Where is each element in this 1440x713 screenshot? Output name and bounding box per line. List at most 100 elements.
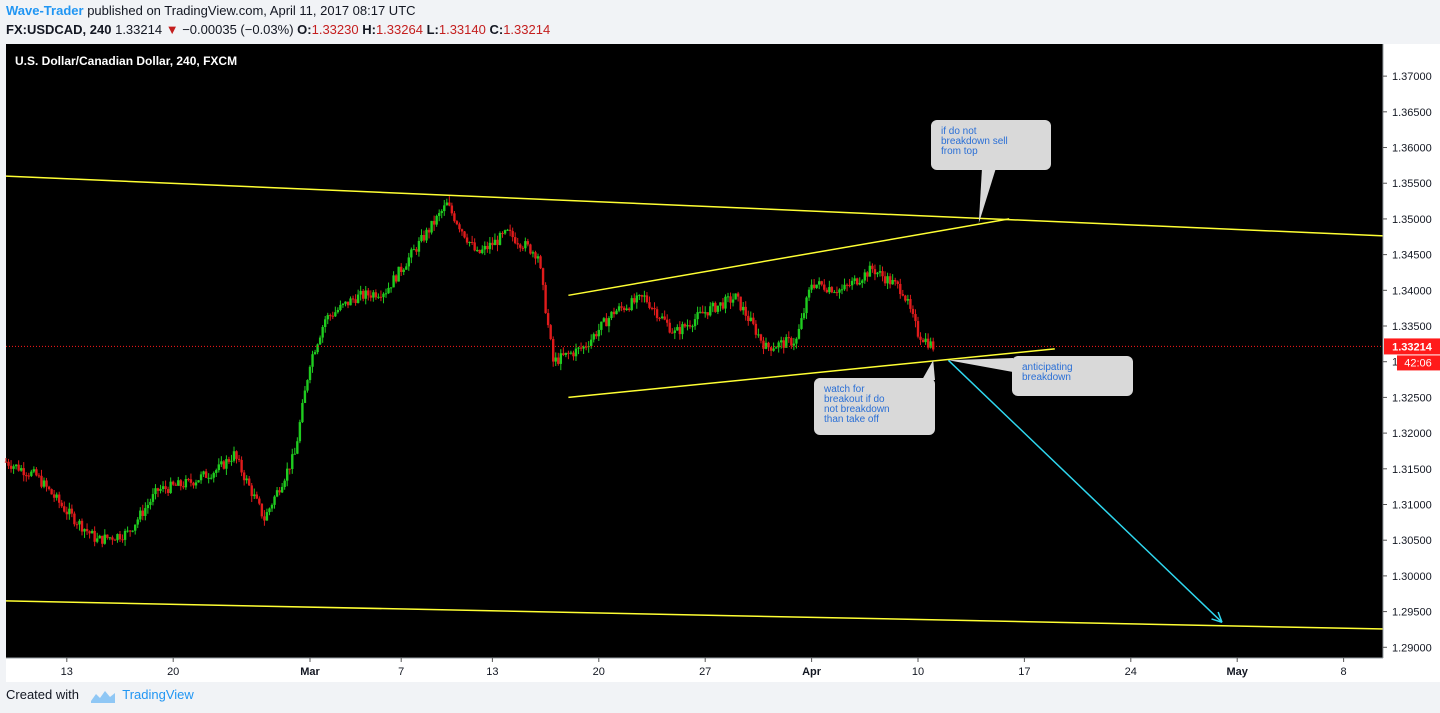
candle-body [688,325,692,327]
symbol-label[interactable]: FX:USDCAD, 240 [6,22,112,37]
candle-body [331,315,334,317]
candle-body [275,490,279,497]
candle-body [772,348,775,351]
candle-body [377,296,380,298]
candle-body [524,241,527,249]
candle-body [156,488,160,491]
low-value: 1.33140 [438,22,486,37]
candle-body [483,245,486,250]
candle-body [883,276,887,284]
candle-body [919,336,922,340]
candle-body [111,537,114,540]
candle-body [217,464,220,471]
candle-body [856,278,859,285]
candle-body [909,299,912,309]
close-value: 1.33214 [503,22,551,37]
last-price-tag [1384,338,1440,355]
candles-layer [4,196,935,548]
time-tick-label: 17 [1018,666,1030,678]
candle-body [227,459,231,462]
candle-body [807,289,811,298]
callout-bubble [814,378,935,435]
candle-body [795,338,798,344]
candle-body [210,477,213,479]
price-tick-label: 1.30500 [1392,535,1432,547]
candle-body [529,244,532,254]
candle-body [491,242,494,246]
candle-body [232,451,236,461]
callout-bubble [1012,356,1133,396]
trendline [5,175,1405,238]
candle-body [374,292,378,298]
publish-line: Wave-Trader published on TradingView.com… [6,3,416,18]
callout-tail [978,168,996,224]
candle-body [567,352,570,354]
trendline [568,348,1055,399]
candle-body [20,468,23,471]
candle-body [557,357,560,364]
candle-body [179,480,182,487]
candle-body [516,243,519,245]
candle-body [88,531,91,534]
candle-body [833,292,836,294]
candle-body [579,347,583,349]
candle-body [242,472,246,481]
candle-body [184,479,188,488]
candle-body [924,338,927,343]
tradingview-link[interactable]: TradingView [122,687,194,702]
candle-body [400,266,403,273]
candle-body [68,508,71,515]
candle-body [394,275,398,282]
candle-body [445,202,448,206]
candle-body [802,313,806,319]
candle-body [501,233,504,235]
candle-body [392,275,395,288]
candle-body [714,302,717,312]
candle-body [364,290,367,299]
last-price: 1.33214 [115,22,163,37]
published-text: published on TradingView.com, April 11, … [87,3,416,18]
candle-body [534,252,537,259]
candle-body [237,458,241,460]
candle-body [932,341,935,350]
candle-body [673,330,676,333]
candle-body [521,247,524,249]
candle-body [121,539,124,541]
candle-body [850,280,854,286]
candle-body [564,352,568,355]
candle-body [7,461,10,466]
candle-body [37,475,41,477]
candle-body [146,504,150,509]
tradingview-logo-icon[interactable] [90,689,115,703]
candle-body [785,337,788,348]
candle-body [101,535,104,544]
candle-body [787,337,790,339]
candle-body [78,520,81,525]
candle-body [519,244,522,248]
price-tick-label: 1.29000 [1392,642,1432,654]
candle-body [633,298,636,303]
time-tick-label: 24 [1125,666,1137,678]
candle-body [40,475,43,487]
candle-body [668,322,671,333]
price-tick-label: 1.29500 [1392,607,1432,619]
time-tick-label: 10 [912,666,924,678]
candle-body [199,474,203,481]
candle-body [693,319,697,327]
candle-body [749,317,752,322]
candle-body [286,468,289,481]
price-tick-label: 1.30000 [1392,571,1432,583]
candle-body [154,488,157,495]
candle-body [582,346,585,349]
callout-text: not breakdown [824,404,890,415]
candle-body [384,293,388,295]
author-link[interactable]: Wave-Trader [6,3,84,18]
callout-text: watch for [823,384,865,395]
candle-body [916,321,920,337]
candle-body [75,524,79,526]
candle-body [503,230,507,234]
candle-body [734,293,737,300]
candle-body [202,471,205,475]
